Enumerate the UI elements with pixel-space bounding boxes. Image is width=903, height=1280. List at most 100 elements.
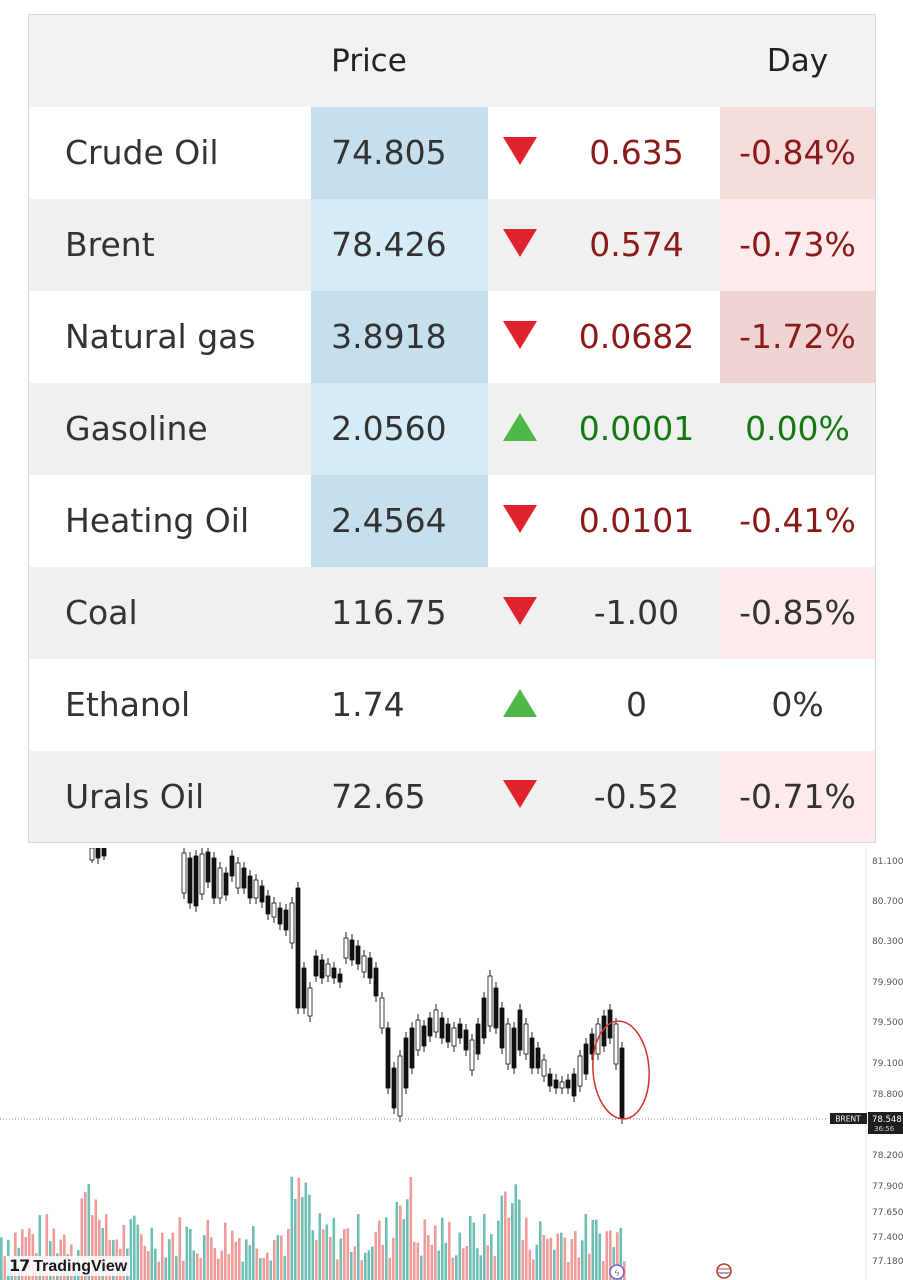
brent-price-chart[interactable]: 81.100 80.700 80.300 79.900 79.500 79.100 78.8… bbox=[0, 848, 903, 1280]
candle-body bbox=[427, 1017, 433, 1037]
table-row[interactable]: Ethanol 1.74 0 0% bbox=[28, 658, 876, 751]
commodity-name: Coal bbox=[65, 593, 138, 632]
volume-bar bbox=[80, 1198, 84, 1280]
volume-bar bbox=[367, 1250, 371, 1280]
axis-tick-label: 81.100 bbox=[872, 857, 903, 867]
volume-bar bbox=[476, 1248, 479, 1280]
volume-bar bbox=[171, 1232, 175, 1280]
candle-body bbox=[277, 907, 283, 925]
volume-bar bbox=[406, 1199, 409, 1280]
volume-bar bbox=[542, 1234, 546, 1280]
candle-body bbox=[487, 975, 493, 1027]
candle-body bbox=[295, 887, 301, 1009]
volume-bar bbox=[283, 1255, 287, 1280]
candle-body bbox=[577, 1055, 583, 1087]
volume-bar bbox=[199, 1257, 203, 1280]
candle-body bbox=[439, 1017, 445, 1039]
candle-body bbox=[493, 987, 499, 1029]
volume-bar bbox=[45, 1214, 49, 1280]
volume-bar bbox=[616, 1232, 619, 1280]
candle-body bbox=[451, 1027, 457, 1047]
tradingview-logo[interactable]: 𝟭𝟳 TradingView bbox=[6, 1256, 131, 1276]
price-axis-labels: 81.100 80.700 80.300 79.900 79.500 79.100 78.8… bbox=[872, 857, 903, 1267]
axis-tick-label: 77.180 bbox=[872, 1257, 903, 1267]
candle-body bbox=[211, 857, 217, 899]
candlestick-series bbox=[89, 848, 625, 1124]
volume-bar bbox=[535, 1244, 539, 1280]
volume-bar bbox=[94, 1199, 98, 1280]
candle-body bbox=[481, 997, 487, 1039]
flash-icon bbox=[609, 1264, 625, 1280]
volume-bar bbox=[220, 1250, 224, 1280]
volume-bar bbox=[514, 1184, 518, 1280]
last-price-label: 78.548 bbox=[872, 1115, 902, 1125]
volume-bar bbox=[28, 1228, 31, 1280]
volume-bar bbox=[581, 1240, 584, 1280]
day-percent: -0.84% bbox=[720, 106, 876, 199]
volume-bar bbox=[203, 1235, 206, 1280]
commodity-name: Crude Oil bbox=[65, 133, 219, 172]
volume-bar bbox=[311, 1230, 315, 1280]
price-change: 0.0101 bbox=[578, 501, 695, 540]
volume-bar bbox=[147, 1251, 150, 1280]
table-row[interactable]: Coal 116.75 -1.00 -0.85% bbox=[28, 566, 876, 659]
volume-bar bbox=[612, 1247, 616, 1280]
volume-bar bbox=[567, 1261, 570, 1280]
candle-body bbox=[229, 855, 235, 877]
volume-bar bbox=[465, 1245, 469, 1280]
volume-bar bbox=[584, 1213, 588, 1280]
volume-bar bbox=[490, 1234, 493, 1280]
table-header-row: Price Day bbox=[28, 14, 876, 107]
candle-body bbox=[307, 987, 313, 1017]
table-row[interactable]: Urals Oil 72.65 -0.52 -0.71% bbox=[28, 750, 876, 843]
candle-body bbox=[95, 848, 101, 859]
volume-bar bbox=[448, 1221, 451, 1280]
table-row[interactable]: Crude Oil 74.805 0.635 -0.84% bbox=[28, 106, 876, 199]
day-percent: -0.73% bbox=[720, 198, 876, 291]
volume-bar bbox=[294, 1199, 297, 1280]
volume-bar bbox=[458, 1232, 462, 1280]
table-row[interactable]: Gasoline 2.0560 0.0001 0.00% bbox=[28, 382, 876, 475]
volume-bar bbox=[395, 1201, 399, 1280]
commodity-name: Gasoline bbox=[65, 409, 208, 448]
volume-bar bbox=[234, 1241, 238, 1280]
volume-bar bbox=[255, 1248, 259, 1280]
table-row[interactable]: Heating Oil 2.4564 0.0101 -0.41% bbox=[28, 474, 876, 567]
candle-body bbox=[469, 1039, 475, 1071]
table-row[interactable]: Natural gas 3.8918 0.0682 -1.72% bbox=[28, 290, 876, 383]
volume-bar bbox=[259, 1258, 262, 1280]
volume-bar bbox=[441, 1217, 444, 1280]
candle-body bbox=[397, 1055, 403, 1117]
axis-tick-label: 79.500 bbox=[872, 1018, 903, 1028]
price-change: 0.574 bbox=[589, 225, 684, 264]
candle-body bbox=[511, 1027, 517, 1069]
volume-bar bbox=[38, 1215, 42, 1280]
axis-tick-label: 77.650 bbox=[872, 1208, 903, 1218]
candle-body bbox=[523, 1023, 529, 1055]
volume-bar bbox=[563, 1237, 567, 1280]
table-row[interactable]: Brent 78.426 0.574 -0.73% bbox=[28, 198, 876, 291]
volume-bar bbox=[21, 1229, 24, 1280]
volume-bar bbox=[318, 1213, 322, 1280]
volume-bar bbox=[245, 1239, 248, 1280]
volume-bar bbox=[140, 1234, 143, 1280]
volume-bar bbox=[325, 1224, 329, 1280]
tradingview-icon: 𝟭𝟳 bbox=[9, 1258, 30, 1275]
volume-bar bbox=[133, 1215, 136, 1280]
volume-bar bbox=[381, 1244, 385, 1280]
candle-body bbox=[283, 909, 289, 931]
candle-body bbox=[187, 857, 193, 904]
day-percent: -0.85% bbox=[720, 566, 876, 659]
volume-bar bbox=[479, 1255, 483, 1280]
volume-bar bbox=[262, 1257, 266, 1280]
arrow-down-icon bbox=[488, 475, 553, 567]
volume-bar bbox=[444, 1242, 448, 1280]
volume-bar bbox=[238, 1238, 241, 1280]
candle-body bbox=[475, 1023, 481, 1055]
candle-body bbox=[301, 967, 307, 1009]
volume-bar bbox=[539, 1221, 542, 1280]
candle-body bbox=[343, 937, 349, 959]
volume-bar bbox=[560, 1232, 563, 1280]
candle-body bbox=[265, 895, 271, 915]
arrow-down-icon bbox=[488, 291, 553, 383]
